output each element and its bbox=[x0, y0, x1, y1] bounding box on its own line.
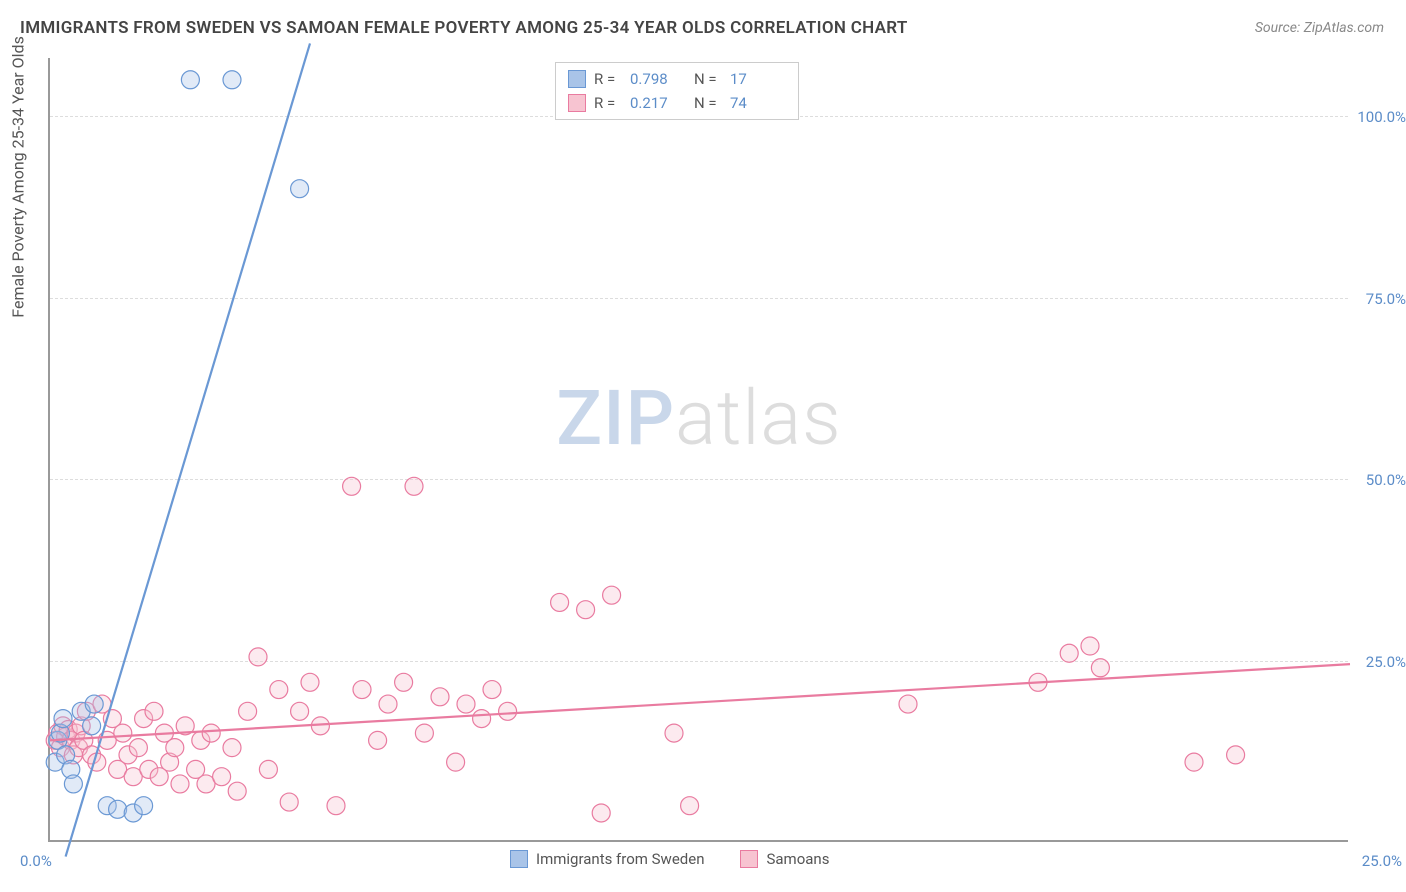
data-point bbox=[259, 760, 277, 778]
scatter-svg bbox=[50, 58, 1348, 840]
legend-item-series1: Immigrants from Sweden bbox=[510, 850, 704, 868]
x-origin-label: 0.0% bbox=[20, 852, 52, 870]
data-point bbox=[228, 782, 246, 800]
data-point bbox=[327, 797, 345, 815]
data-point bbox=[395, 673, 413, 691]
data-point bbox=[483, 681, 501, 699]
data-point bbox=[301, 673, 319, 691]
data-point bbox=[1227, 746, 1245, 764]
swatch-series2 bbox=[568, 94, 586, 112]
data-point bbox=[551, 593, 569, 611]
legend-item-series2: Samoans bbox=[740, 850, 829, 868]
data-point bbox=[592, 804, 610, 822]
data-point bbox=[499, 702, 517, 720]
swatch-series1 bbox=[510, 850, 528, 868]
data-point bbox=[405, 477, 423, 495]
data-point bbox=[171, 775, 189, 793]
data-point bbox=[202, 724, 220, 742]
series-legend: Immigrants from Sweden Samoans bbox=[510, 850, 829, 868]
legend-row-series1: R = 0.798 N = 17 bbox=[568, 67, 786, 91]
data-point bbox=[249, 648, 267, 666]
data-point bbox=[577, 601, 595, 619]
n-value-1: 17 bbox=[730, 67, 786, 91]
swatch-series2 bbox=[740, 850, 758, 868]
y-axis-title: Female Poverty Among 25-34 Year Olds bbox=[9, 36, 28, 318]
swatch-series1 bbox=[568, 70, 586, 88]
data-point bbox=[681, 797, 699, 815]
plot-area: Female Poverty Among 25-34 Year Olds ZIP… bbox=[48, 58, 1348, 842]
data-point bbox=[114, 724, 132, 742]
n-label: N = bbox=[694, 67, 722, 91]
data-point bbox=[129, 739, 147, 757]
chart-title: IMMIGRANTS FROM SWEDEN VS SAMOAN FEMALE … bbox=[20, 18, 908, 38]
data-point bbox=[145, 702, 163, 720]
data-point bbox=[457, 695, 475, 713]
r-label: R = bbox=[594, 91, 622, 115]
n-value-2: 74 bbox=[730, 91, 786, 115]
y-tick-label: 50.0% bbox=[1352, 471, 1406, 489]
data-point bbox=[379, 695, 397, 713]
y-tick-label: 75.0% bbox=[1352, 290, 1406, 308]
data-point bbox=[239, 702, 257, 720]
y-tick-label: 25.0% bbox=[1352, 653, 1406, 671]
data-point bbox=[431, 688, 449, 706]
data-point bbox=[369, 731, 387, 749]
data-point bbox=[181, 71, 199, 89]
data-point bbox=[280, 793, 298, 811]
data-point bbox=[85, 695, 103, 713]
data-point bbox=[473, 710, 491, 728]
data-point bbox=[899, 695, 917, 713]
r-value-1: 0.798 bbox=[630, 67, 686, 91]
data-point bbox=[166, 739, 184, 757]
data-point bbox=[603, 586, 621, 604]
data-point bbox=[353, 681, 371, 699]
r-label: R = bbox=[594, 67, 622, 91]
data-point bbox=[1091, 659, 1109, 677]
data-point bbox=[343, 477, 361, 495]
data-point bbox=[223, 739, 241, 757]
data-point bbox=[415, 724, 433, 742]
source-attribution: Source: ZipAtlas.com bbox=[1255, 20, 1384, 36]
data-point bbox=[291, 180, 309, 198]
data-point bbox=[1081, 637, 1099, 655]
data-point bbox=[109, 800, 127, 818]
data-point bbox=[213, 768, 231, 786]
legend-label-series1: Immigrants from Sweden bbox=[536, 850, 704, 868]
data-point bbox=[223, 71, 241, 89]
legend-row-series2: R = 0.217 N = 74 bbox=[568, 91, 786, 115]
data-point bbox=[270, 681, 288, 699]
data-point bbox=[54, 710, 72, 728]
y-tick-label: 100.0% bbox=[1352, 108, 1406, 126]
data-point bbox=[291, 702, 309, 720]
data-point bbox=[447, 753, 465, 771]
data-point bbox=[64, 775, 82, 793]
data-point bbox=[83, 717, 101, 735]
correlation-legend: R = 0.798 N = 17 R = 0.217 N = 74 bbox=[555, 62, 799, 120]
n-label: N = bbox=[694, 91, 722, 115]
r-value-2: 0.217 bbox=[630, 91, 686, 115]
data-point bbox=[135, 797, 153, 815]
data-point bbox=[1185, 753, 1203, 771]
data-point bbox=[665, 724, 683, 742]
legend-label-series2: Samoans bbox=[766, 850, 829, 868]
data-point bbox=[1060, 644, 1078, 662]
x-max-label: 25.0% bbox=[1362, 852, 1402, 870]
